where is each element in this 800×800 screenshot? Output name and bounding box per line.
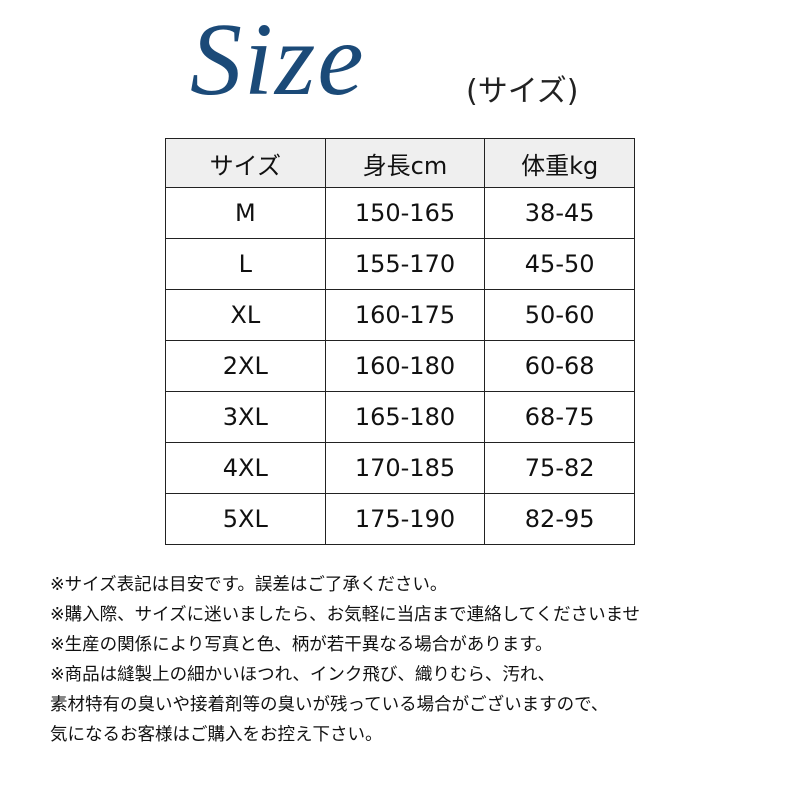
table-body: M 150-165 38-45 L 155-170 45-50 XL 160-175 50-60…	[165, 187, 635, 545]
title: Size	[190, 2, 366, 117]
table-row: L 155-170 45-50	[165, 238, 635, 290]
note-line: ※購入際、サイズに迷いましたら、お気軽に当店まで連絡してくださいませ	[50, 605, 641, 625]
table-cell: 60-68	[484, 340, 635, 392]
table-cell: 165-180	[324, 391, 486, 443]
notes: ※サイズ表記は目安です。誤差はご了承ください。 ※購入際、サイズに迷いましたら、お…	[50, 570, 640, 750]
table-cell: 170-185	[324, 442, 486, 494]
table-cell: 75-82	[484, 442, 635, 494]
table-cell: 175-190	[324, 493, 486, 545]
table-cell: 155-170	[324, 238, 486, 290]
table-cell: 50-60	[484, 289, 635, 341]
table-row: 5XL 175-190 82-95	[165, 493, 635, 545]
table-cell: 160-175	[324, 289, 486, 341]
table-row: M 150-165 38-45	[165, 187, 635, 239]
table-row: XL 160-175 50-60	[165, 289, 635, 341]
table-cell: 3XL	[165, 391, 326, 443]
table-row: 3XL 165-180 68-75	[165, 391, 635, 443]
column-header: 身長cm	[324, 138, 486, 188]
table-cell: 82-95	[484, 493, 635, 545]
note-line: ※商品は縫製上の細かいほつれ、インク飛び、織りむら、汚れ、	[50, 665, 556, 685]
table-cell: L	[165, 238, 326, 290]
note-line: 気になるお客様はご購入をお控え下さい。	[50, 725, 383, 745]
table-cell: 160-180	[324, 340, 486, 392]
table-cell: 5XL	[165, 493, 326, 545]
column-header: サイズ	[165, 138, 326, 188]
table-cell: 2XL	[165, 340, 326, 392]
column-header: 体重kg	[484, 138, 635, 188]
table-cell: 45-50	[484, 238, 635, 290]
note-line: ※生産の関係により写真と色、柄が若干異なる場合があります。	[50, 635, 553, 655]
header-row: サイズ 身長cm 体重kg	[165, 138, 635, 188]
table-cell: 150-165	[324, 187, 486, 239]
subtitle: (サイズ)	[466, 74, 579, 109]
table-cell: M	[165, 187, 326, 239]
table-row: 2XL 160-180 60-68	[165, 340, 635, 392]
size-table: サイズ 身長cm 体重kg M 150-165 38-45 L 155-170 45-50 XL…	[165, 138, 635, 545]
table-cell: 38-45	[484, 187, 635, 239]
note-line: 素材特有の臭いや接着剤等の臭いが残っている場合がございますので、	[50, 695, 609, 715]
table-cell: 4XL	[165, 442, 326, 494]
table-row: 4XL 170-185 75-82	[165, 442, 635, 494]
table-cell: XL	[165, 289, 326, 341]
note-line: ※サイズ表記は目安です。誤差はご了承ください。	[50, 575, 448, 595]
table-cell: 68-75	[484, 391, 635, 443]
